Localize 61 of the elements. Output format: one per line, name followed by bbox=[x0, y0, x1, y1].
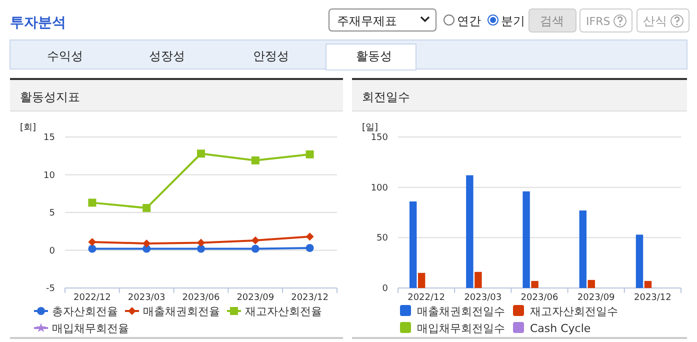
x-tick-label: 2022/12 bbox=[408, 293, 445, 303]
point bbox=[88, 198, 96, 207]
bar bbox=[588, 280, 595, 288]
bar bbox=[466, 175, 474, 288]
text: 안정성 bbox=[253, 49, 289, 63]
point bbox=[251, 156, 260, 164]
legend-label: 매출채권회전일수 bbox=[417, 305, 505, 318]
y-tick-label: 5 bbox=[49, 208, 55, 218]
chart-title: 회전일수 bbox=[362, 90, 410, 104]
point bbox=[197, 238, 205, 247]
legend-label: 매입채무회전일수 bbox=[417, 322, 505, 335]
bar bbox=[636, 234, 644, 288]
point bbox=[197, 244, 205, 253]
text: 투자분석 bbox=[10, 15, 66, 31]
legend-label: 총자산회전율 bbox=[52, 305, 118, 318]
y-axis-title: [일] bbox=[362, 123, 378, 133]
bar bbox=[474, 272, 482, 288]
x-tick-label: 2023/03 bbox=[128, 293, 166, 303]
x-tick-label: 2023/09 bbox=[577, 293, 616, 303]
text: 활동성 bbox=[356, 49, 392, 63]
point bbox=[88, 244, 96, 253]
legend-label: 매출채권회전율 bbox=[143, 305, 220, 318]
legend-label: 재고자산회전율 bbox=[245, 305, 322, 318]
legend-label: 재고자산회전일수 bbox=[530, 305, 618, 318]
point bbox=[197, 150, 205, 158]
chart-title: 활동성지표 bbox=[20, 90, 80, 104]
point bbox=[88, 238, 96, 246]
legend-label: Cash Cycle bbox=[530, 322, 591, 335]
y-tick-label: 50 bbox=[376, 234, 388, 244]
bar bbox=[409, 201, 417, 288]
bar bbox=[644, 280, 652, 288]
point bbox=[306, 232, 314, 241]
controls: 주재무제표 연간 분기 검색 IFRS 산식 bbox=[328, 8, 690, 32]
y-tick-label: 10 bbox=[44, 170, 56, 181]
point bbox=[142, 239, 151, 248]
bar bbox=[531, 280, 538, 288]
legend-label: 매입채무회전율 bbox=[52, 322, 129, 335]
x-tick-label: 2022/12 bbox=[74, 293, 111, 303]
y-tick-label: 0 bbox=[382, 284, 388, 294]
x-tick-label: 2023/12 bbox=[634, 293, 672, 303]
y-tick-label: 150 bbox=[370, 133, 388, 143]
text: 수익성 bbox=[47, 49, 83, 63]
point bbox=[306, 244, 314, 252]
y-tick-label: -5 bbox=[46, 284, 55, 294]
x-tick-label: 2023/12 bbox=[291, 293, 328, 303]
bar bbox=[418, 272, 426, 288]
y-tick-label: 15 bbox=[44, 133, 55, 143]
x-tick-label: 2023/09 bbox=[236, 293, 274, 303]
x-tick-label: 2023/06 bbox=[182, 293, 220, 303]
y-tick-label: 0 bbox=[49, 246, 56, 256]
bar bbox=[522, 191, 530, 288]
x-tick-label: 2023/03 bbox=[464, 293, 502, 303]
point bbox=[306, 150, 314, 158]
point bbox=[251, 244, 260, 253]
text: 성장성 bbox=[149, 49, 185, 63]
y-tick-label: 100 bbox=[370, 183, 388, 194]
x-tick-label: 2023/06 bbox=[520, 293, 558, 303]
point bbox=[142, 204, 151, 212]
point bbox=[251, 236, 260, 244]
bar bbox=[579, 210, 587, 288]
y-axis-title: [회] bbox=[20, 123, 36, 133]
